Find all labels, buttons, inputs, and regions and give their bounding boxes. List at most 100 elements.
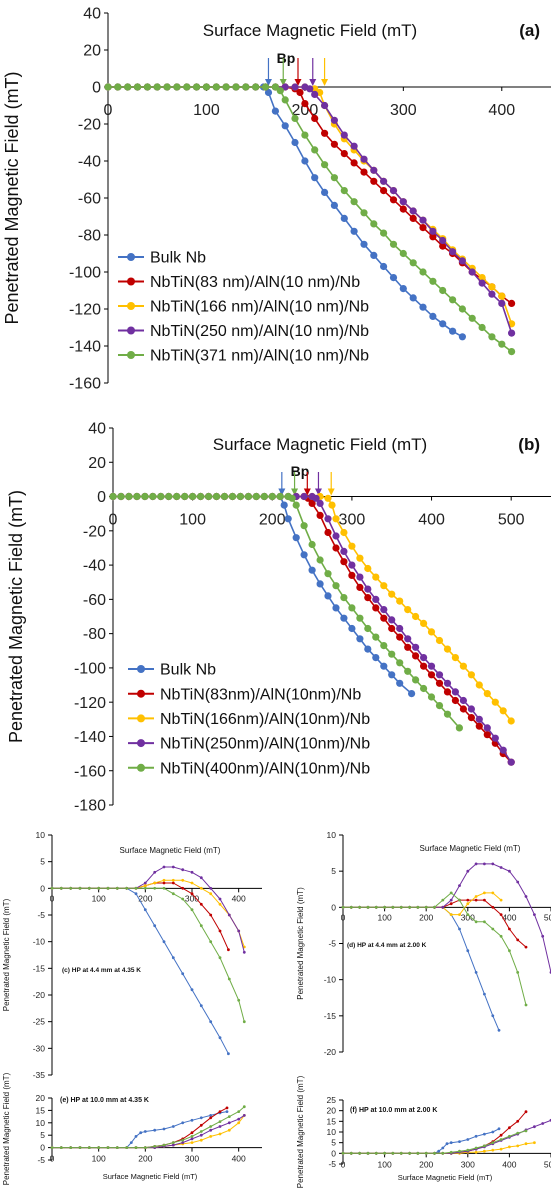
chart-b-ytick-label: -160 (74, 763, 106, 780)
chart-a-series-0-point (311, 174, 319, 182)
chart-a-series-3-point (419, 216, 427, 224)
chart-f-series-4-point (424, 1151, 428, 1155)
chart-c-series-3-point (190, 870, 194, 874)
chart-a-series-0-point (399, 285, 407, 293)
chart-b-series-4-point (125, 492, 133, 501)
chart-b-series-0-point (372, 654, 380, 662)
chart-b-series-4-point (300, 522, 308, 530)
chart-b-series-2-point (451, 654, 459, 662)
chart-c-series-1-point (171, 881, 175, 885)
chart-b-series-1-point (356, 583, 364, 592)
chart-b-series-3-point (451, 688, 459, 696)
chart-d-series-3-point (458, 884, 461, 887)
chart-f-series-4-point (474, 1146, 478, 1150)
chart-e-series-4-point (87, 1146, 91, 1149)
chart-e-series-4-point (134, 1146, 138, 1149)
chart-b-series-3-point (499, 746, 507, 754)
chart-c-series-0-point (181, 972, 185, 976)
chart-a-series-4-point (232, 83, 240, 91)
chart-e-ytick-label: 5 (40, 1130, 45, 1140)
chart-e-series-0-point (129, 1141, 133, 1144)
chart-a-series-3-point (439, 236, 447, 245)
chart-a-series-3-point (350, 142, 358, 150)
chart-e-series-3-point (218, 1125, 222, 1128)
chart-d-series-3-point (441, 905, 445, 909)
chart-e-series-2-point (227, 1128, 231, 1132)
chart-a-series-0-point (458, 333, 466, 341)
chart-d-panel: 10 5 0 -5 -10 -15 -20 0 100 200 300 400 500 Penetrate… (296, 830, 551, 1057)
chart-c-series-3-point (227, 913, 231, 917)
chart-a-series-4-point (389, 240, 398, 248)
chart-b-series-3-point (300, 492, 308, 501)
chart-b-series-2-point (459, 662, 467, 670)
chart-b-ytick-label: -40 (83, 558, 106, 575)
chart-a-series-0-point (380, 262, 388, 271)
chart-e-series-4-point (97, 1146, 101, 1149)
chart-a-series-4-point (281, 96, 289, 104)
chart-d-series-3-point (491, 862, 495, 866)
chart-f-series-2-point (524, 1142, 528, 1146)
chart-f-series-2-point (474, 1150, 478, 1154)
chart-d-series-4-point (358, 905, 361, 909)
chart-b-series-4-point (212, 492, 221, 501)
chart-a-series-3-point (330, 116, 338, 124)
chart-b-series-3-point (483, 724, 491, 732)
chart-b-series-1-point (483, 731, 491, 739)
chart-b-series-4-point (157, 492, 165, 501)
chart-f-series-1-point (524, 1110, 528, 1114)
chart-a-series-3-line (108, 86, 513, 334)
chart-b-series-2-point (467, 671, 475, 679)
chart-c-series-0-point (171, 956, 175, 960)
chart-c-ytick-label: -5 (37, 910, 45, 920)
chart-e-series-2-point (209, 1135, 213, 1138)
chart-c-xtick-label: 200 (138, 893, 152, 903)
chart-a-series-0-point (330, 201, 338, 209)
chart-a-ytick-label: -160 (69, 376, 101, 393)
chart-a-series-0-point (370, 251, 378, 259)
chart-b-series-3-point (312, 494, 320, 502)
chart-b-series-4-point (356, 614, 364, 622)
chart-d-series-0-point (466, 949, 470, 953)
chart-a-series-3-point (281, 83, 289, 91)
chart-d-series-1-point (499, 913, 503, 916)
chart-b-series-4-point (173, 492, 181, 501)
chart-b-xtick-label: 300 (339, 512, 366, 529)
chart-c-series-4-point (106, 886, 110, 890)
chart-a-series-4-point (242, 83, 250, 91)
chart-b-series-2-point (499, 707, 507, 715)
chart-d-series-1-point (483, 898, 486, 902)
chart-d-series-4-point (508, 949, 511, 953)
chart-f-ytick-label: 25 (327, 1095, 337, 1105)
chart-f-annotation: (f) HP at 10.0 mm at 2.00 K (350, 1107, 437, 1114)
chart-f-xtick-label: 500 (544, 1159, 551, 1169)
chart-c-series-4-point (162, 886, 166, 890)
chart-a-series-4-point (439, 286, 447, 295)
chart-b-series-2-point (412, 612, 420, 621)
chart-b-legend-label: NbTiN(250nm)/AlN(10nm)/Nb (160, 736, 370, 753)
chart-b-panel-label: (b) (518, 435, 540, 454)
chart-b-series-1-point (420, 662, 428, 670)
chart-d-series-4-point (516, 971, 520, 974)
chart-f-series-4-point (508, 1134, 511, 1138)
chart-b-series-4-point (228, 492, 237, 501)
chart-b-series-1-point (316, 511, 324, 519)
chart-f-series-4-point (341, 1151, 345, 1155)
chart-b-series-1-point (364, 594, 372, 602)
chart-b-series-3-point (356, 573, 364, 581)
chart-b-arrow-head (291, 488, 299, 496)
chart-a-series-4-point (419, 268, 427, 276)
chart-a-arrow-head (294, 79, 302, 86)
chart-a-series-1-point (321, 129, 329, 137)
chart-c-series-4-point (115, 886, 119, 890)
chart-a-ytick-label: -140 (69, 339, 101, 356)
chart-b-legend-label: NbTiN(83nm)/AlN(10nm)/Nb (160, 686, 361, 703)
chart-b-ytick-label: -140 (74, 729, 106, 746)
chart-c-ylabel: Penetrated Magnetic Field (mT) (2, 898, 11, 1011)
chart-b-series-2-point (328, 501, 336, 509)
chart-f-series-4-line (343, 1130, 527, 1154)
chart-c-series-0-point (227, 1052, 230, 1056)
chart-a-ytick-label: -20 (78, 117, 101, 134)
chart-f-series-4-point (358, 1151, 361, 1155)
chart-b-series-4-point (252, 492, 260, 501)
chart-a-series-4-point (114, 83, 122, 91)
